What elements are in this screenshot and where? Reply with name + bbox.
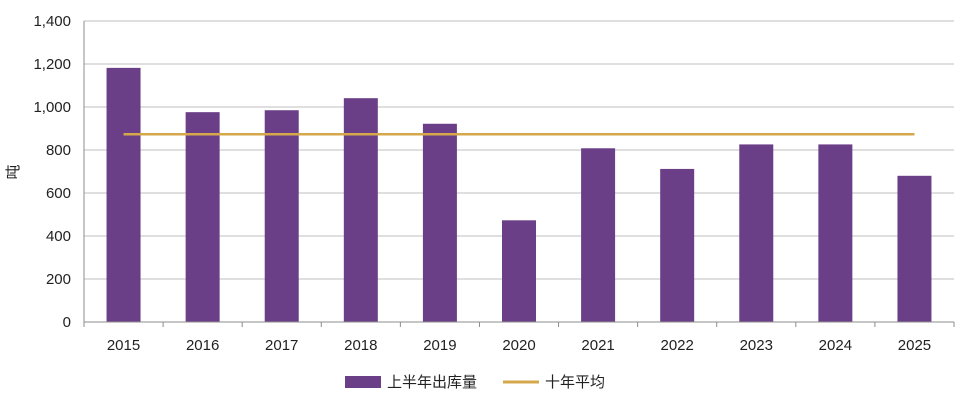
legend: 上半年出库量 十年平均 [345,373,605,391]
bars [106,67,932,323]
x-tick-label: 2021 [581,337,614,354]
bar-2020 [502,220,536,322]
grid [84,20,954,280]
bar-2021 [581,148,616,322]
legend-label-line: 十年平均 [545,373,605,391]
y-tick-label: 200 [46,271,71,288]
bar-2024 [818,144,853,322]
x-tick-label: 2023 [740,337,773,354]
x-tick-labels: 2015 2016 2017 2018 2019 2020 2021 2022 2023 2024… [107,337,931,354]
y-tick-label: 1,200 [33,56,71,73]
x-tick-label: 2020 [502,337,535,354]
y-tick-label: 0 [63,314,71,331]
y-tick-label: 1,000 [33,99,71,116]
y-tick-labels: 0 200 400 600 800 1,000 1,200 1,400 [33,13,71,331]
bar-2017 [264,110,299,322]
legend-swatch-bar [345,376,381,388]
bar-2019 [422,123,457,323]
x-tick-label: 2019 [423,337,456,354]
bar-2018 [343,98,378,322]
bar-2023 [739,144,774,322]
y-tick-label: 800 [46,142,71,159]
bar-2022 [660,168,695,322]
y-tick-label: 1,400 [33,13,71,30]
x-tick-label: 2025 [898,337,931,354]
y-tick-label: 400 [46,228,71,245]
x-tick-label: 2018 [344,337,377,354]
axes [83,21,955,327]
x-tick-label: 2016 [186,337,219,354]
legend-label-bar: 上半年出库量 [387,373,477,391]
x-tick-label: 2015 [107,337,140,354]
x-tick-label: 2024 [819,337,852,354]
bar-2016 [185,112,220,322]
x-tick-label: 2017 [265,337,298,354]
x-tick-label: 2022 [660,337,693,354]
y-tick-label: 600 [46,185,71,202]
bar-2025 [897,175,932,322]
bar-2015 [106,67,141,323]
y-axis-title: 吨 [4,164,22,179]
